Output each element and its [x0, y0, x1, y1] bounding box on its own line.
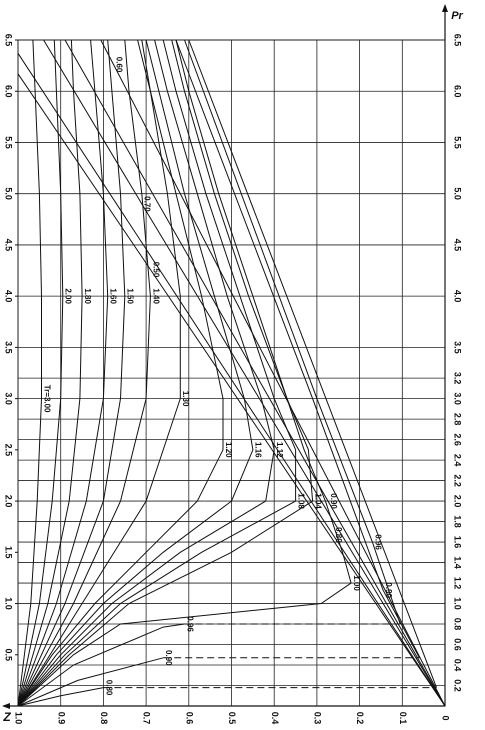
pr-tick-label: 6.5	[453, 34, 463, 47]
curve	[43, 39, 446, 707]
curve	[17, 53, 446, 707]
curve	[17, 39, 64, 707]
pr-tick-label: 2.4	[453, 454, 463, 467]
pr-left-tick-label: 1.0	[4, 597, 14, 610]
curve	[17, 39, 181, 707]
curve	[17, 39, 297, 707]
pr-left-tick-label: 3.5	[4, 341, 14, 354]
curve-label: 1.20	[224, 442, 233, 458]
z-tick-label: 0.6	[184, 712, 194, 725]
pr-tick-label: 1.4	[453, 556, 463, 569]
curve-label: 0.70	[143, 196, 152, 212]
pr-left-tick-label: 4.5	[4, 239, 14, 252]
curve-label: 1.12	[275, 442, 284, 458]
pr-axis-arrow	[442, 4, 448, 12]
z-tick-label: 0.7	[142, 712, 152, 725]
pr-tick-label: 0.8	[453, 618, 463, 631]
pr-tick-label: 3.5	[453, 341, 463, 354]
pr-left-tick-label: 5.0	[4, 187, 14, 200]
curve-label: 1.08	[296, 493, 305, 509]
z-tick-label: 0	[441, 715, 451, 720]
z-tick-label: 0.4	[270, 712, 280, 725]
pr-axis-label: Pr	[451, 10, 463, 22]
z-axis-label: Z	[2, 710, 11, 724]
curve-label: 0.50	[151, 262, 160, 278]
curve-label: 1.16	[254, 442, 263, 458]
curve	[17, 73, 446, 707]
curve	[17, 39, 275, 707]
curve	[64, 39, 446, 707]
pr-left-tick-label: 2.5	[4, 444, 14, 457]
pr-tick-label: 2.2	[453, 474, 463, 487]
z-tick-label: 1.0	[14, 712, 24, 725]
pr-tick-label: 4.5	[453, 239, 463, 252]
curve	[17, 39, 151, 707]
curve	[17, 39, 126, 707]
curve-label: 1.04	[314, 493, 323, 509]
pr-tick-label: 1.2	[453, 577, 463, 590]
pr-left-tick-label: 0.5	[4, 649, 14, 662]
pr-tick-label: 4.0	[453, 290, 463, 303]
curve	[184, 39, 401, 625]
pr-left-tick-label: 4.0	[4, 290, 14, 303]
curve-label: 1.30	[181, 391, 190, 407]
curve-label: 0.60	[115, 57, 124, 73]
pr-left-tick-label: 6.0	[4, 85, 14, 98]
curve-label: 0.90	[329, 493, 338, 509]
curve-label: 0.80	[334, 527, 343, 543]
curve	[17, 39, 224, 707]
pr-tick-label: 1.0	[453, 597, 463, 610]
pr-tick-label: 5.0	[453, 187, 463, 200]
pr-left-tick-label: 5.5	[4, 136, 14, 149]
curve	[17, 623, 185, 707]
curve-label: Tr=3.00	[42, 385, 51, 413]
pr-tick-label: 2.6	[453, 433, 463, 446]
curve-label: 1.60	[109, 288, 118, 304]
curve-label: 0.96	[373, 534, 382, 550]
pr-tick-label: 2.0	[453, 495, 463, 508]
pr-tick-label: 6.0	[453, 85, 463, 98]
pr-tick-label: 3.0	[453, 392, 463, 405]
curve-label: 1.80	[83, 288, 92, 304]
curve	[17, 39, 254, 707]
pr-tick-label: 5.5	[453, 136, 463, 149]
pr-left-tick-label: 3.0	[4, 392, 14, 405]
curve-label: 0.90	[384, 582, 393, 598]
curve	[188, 39, 437, 688]
z-tick-label: 0.2	[355, 712, 365, 725]
curve-label: 2.00	[64, 288, 73, 304]
z-tick-label: 0.8	[99, 712, 109, 725]
curve	[17, 687, 104, 707]
curve	[175, 39, 420, 659]
curve	[100, 39, 446, 707]
pr-tick-label: 0.2	[453, 679, 463, 692]
pr-tick-label: 2.8	[453, 413, 463, 426]
curve	[17, 39, 352, 707]
curve	[17, 657, 164, 707]
z-tick-label: 0.3	[313, 712, 323, 725]
curve-label: 1.00	[352, 575, 361, 591]
z-tick-label: 0.1	[398, 712, 408, 725]
pr-tick-label: 3.2	[453, 372, 463, 385]
pr-left-tick-label: 6.5	[4, 34, 14, 47]
pr-tick-label: 0.6	[453, 638, 463, 651]
pr-tick-label: 1.8	[453, 515, 463, 528]
curve	[17, 39, 314, 707]
pr-tick-label: 1.6	[453, 536, 463, 549]
curve	[17, 39, 83, 707]
pr-left-tick-label: 2.0	[4, 495, 14, 508]
z-axis-arrow	[2, 703, 10, 709]
curve	[17, 39, 109, 707]
z-tick-label: 0.9	[56, 712, 66, 725]
pr-tick-label: 0.4	[453, 659, 463, 672]
curve-label: 1.40	[151, 288, 160, 304]
z-tick-label: 0.5	[227, 712, 237, 725]
curve	[17, 39, 42, 707]
pr-left-tick-label: 1.5	[4, 546, 14, 559]
curve-label: 1.50	[126, 288, 135, 304]
